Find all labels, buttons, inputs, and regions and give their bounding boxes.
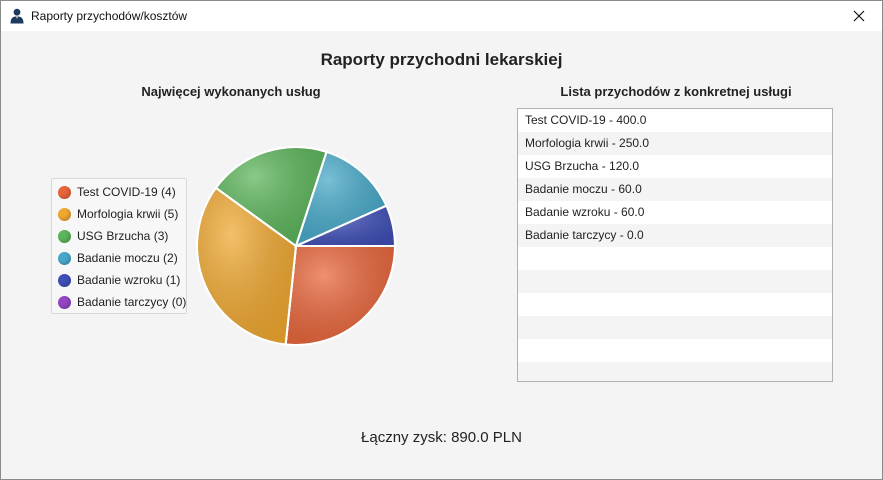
title-bar[interactable]: Raporty przychodów/kosztów (1, 1, 882, 31)
user-icon (10, 8, 24, 24)
list-empty-row (518, 293, 832, 316)
pie-slice (214, 146, 328, 248)
legend-label: Badanie wzroku (1) (77, 273, 181, 287)
list-item[interactable]: USG Brzucha - 120.0 (525, 159, 640, 173)
legend-label: USG Brzucha (3) (77, 229, 169, 243)
legend-label: Badanie moczu (2) (77, 251, 178, 265)
legend-swatch (58, 185, 71, 199)
legend-swatch (58, 229, 71, 243)
chart-legend: Test COVID-19 (4) Morfologia krwii (5) USG… (51, 178, 187, 314)
list-item[interactable]: Badanie wzroku - 60.0 (525, 205, 645, 219)
legend-item: Badanie moczu (2) (58, 249, 178, 267)
list-empty-row (518, 270, 832, 293)
legend-swatch (58, 273, 71, 287)
pie-slice (294, 150, 388, 248)
legend-item: Test COVID-19 (4) (58, 183, 176, 201)
pie-chart (196, 146, 397, 346)
pie-chart-title: Najwięcej wykonanych usług (141, 84, 321, 99)
total-profit: Łączny zysk: 890.0 PLN (1, 429, 882, 446)
revenue-list[interactable]: Test COVID-19 - 400.0 Morfologia krwii - … (517, 108, 833, 382)
close-button[interactable] (836, 1, 882, 31)
legend-item: Badanie tarczycy (0) (58, 293, 186, 311)
legend-item: USG Brzucha (3) (58, 227, 168, 245)
legend-label: Badanie tarczycy (0) (77, 295, 187, 309)
legend-label: Morfologia krwii (5) (77, 207, 179, 221)
list-item[interactable]: Badanie moczu - 60.0 (518, 178, 832, 201)
list-item[interactable]: Badanie tarczycy - 0.0 (518, 224, 832, 247)
legend-swatch (58, 295, 71, 309)
total-profit-label: Łączny zysk: (361, 429, 447, 446)
legend-swatch (58, 251, 71, 265)
pie-slice (196, 186, 298, 346)
list-empty-row (518, 339, 832, 362)
pie-slice (284, 245, 397, 346)
legend-item: Badanie wzroku (1) (58, 271, 180, 289)
total-profit-value: 890.0 PLN (451, 429, 522, 446)
list-empty-row (518, 362, 832, 381)
pie-slice (295, 204, 397, 247)
list-item[interactable]: Test COVID-19 - 400.0 (525, 113, 647, 127)
list-item[interactable]: Morfologia krwii - 250.0 (518, 132, 832, 155)
close-icon (853, 10, 865, 22)
legend-label: Test COVID-19 (4) (77, 185, 176, 199)
list-empty-row (518, 247, 832, 270)
page-title: Raporty przychodni lekarskiej (320, 50, 563, 69)
list-empty-row (518, 316, 832, 339)
legend-swatch (58, 207, 71, 221)
legend-item: Morfologia krwii (5) (58, 205, 178, 223)
window-title: Raporty przychodów/kosztów (31, 9, 188, 23)
revenue-list-title: Lista przychodów z konkretnej usługi (560, 84, 792, 99)
